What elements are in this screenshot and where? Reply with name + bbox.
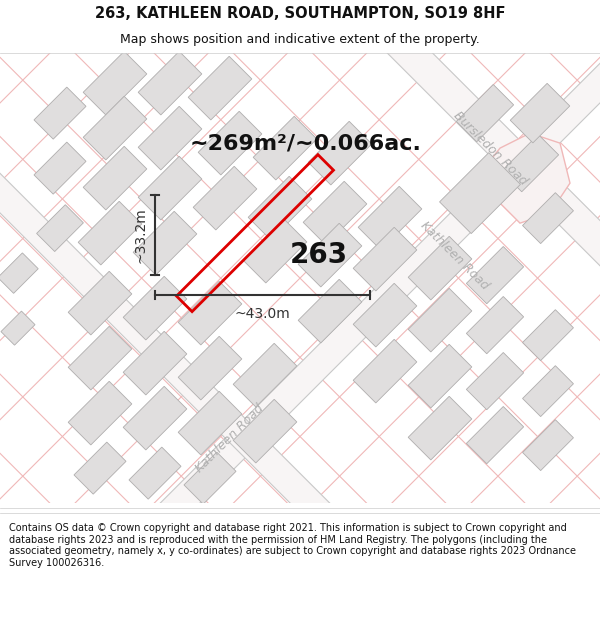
Polygon shape bbox=[358, 186, 422, 250]
Polygon shape bbox=[408, 288, 472, 352]
Polygon shape bbox=[68, 271, 132, 335]
Polygon shape bbox=[37, 205, 83, 251]
Polygon shape bbox=[308, 121, 372, 185]
Polygon shape bbox=[133, 211, 197, 275]
Polygon shape bbox=[138, 156, 202, 220]
Polygon shape bbox=[123, 386, 187, 450]
Polygon shape bbox=[466, 296, 524, 354]
Polygon shape bbox=[34, 87, 86, 139]
Polygon shape bbox=[440, 152, 520, 234]
Polygon shape bbox=[466, 406, 524, 464]
Polygon shape bbox=[123, 331, 187, 395]
Polygon shape bbox=[178, 391, 242, 455]
Polygon shape bbox=[233, 399, 297, 463]
Polygon shape bbox=[353, 228, 417, 291]
Text: Contains OS data © Crown copyright and database right 2021. This information is : Contains OS data © Crown copyright and d… bbox=[9, 523, 576, 568]
Text: ~269m²/~0.066ac.: ~269m²/~0.066ac. bbox=[190, 133, 422, 153]
Text: ~43.0m: ~43.0m bbox=[235, 307, 290, 321]
Polygon shape bbox=[74, 442, 126, 494]
Polygon shape bbox=[298, 279, 362, 343]
Polygon shape bbox=[523, 366, 574, 417]
Text: 263, KATHLEEN ROAD, SOUTHAMPTON, SO19 8HF: 263, KATHLEEN ROAD, SOUTHAMPTON, SO19 8H… bbox=[95, 6, 505, 21]
Polygon shape bbox=[83, 96, 147, 160]
Polygon shape bbox=[78, 201, 142, 265]
Polygon shape bbox=[198, 111, 262, 175]
Polygon shape bbox=[298, 223, 362, 287]
Polygon shape bbox=[83, 51, 147, 115]
Polygon shape bbox=[193, 166, 257, 230]
Polygon shape bbox=[184, 452, 236, 504]
Polygon shape bbox=[0, 253, 38, 293]
Polygon shape bbox=[248, 176, 312, 240]
Polygon shape bbox=[138, 106, 202, 170]
Polygon shape bbox=[502, 134, 559, 192]
Polygon shape bbox=[408, 344, 472, 408]
Polygon shape bbox=[353, 339, 417, 403]
Text: Bursledon Road: Bursledon Road bbox=[451, 109, 529, 188]
Polygon shape bbox=[523, 419, 574, 471]
Polygon shape bbox=[523, 192, 574, 244]
Text: 263: 263 bbox=[290, 241, 348, 269]
Polygon shape bbox=[480, 133, 570, 223]
Polygon shape bbox=[68, 381, 132, 445]
Polygon shape bbox=[303, 181, 367, 245]
Polygon shape bbox=[138, 51, 202, 115]
Text: ~33.2m: ~33.2m bbox=[133, 208, 147, 263]
Polygon shape bbox=[523, 309, 574, 361]
Polygon shape bbox=[34, 142, 86, 194]
Text: Kathleen Road: Kathleen Road bbox=[418, 219, 491, 292]
Text: Kathleen Road: Kathleen Road bbox=[193, 401, 266, 475]
Polygon shape bbox=[408, 396, 472, 460]
Polygon shape bbox=[188, 56, 252, 120]
Polygon shape bbox=[178, 336, 242, 400]
Polygon shape bbox=[83, 146, 147, 210]
Polygon shape bbox=[233, 343, 297, 407]
Text: Map shows position and indicative extent of the property.: Map shows position and indicative extent… bbox=[120, 33, 480, 46]
Polygon shape bbox=[408, 236, 472, 300]
Polygon shape bbox=[1, 311, 35, 345]
Polygon shape bbox=[457, 84, 514, 142]
Polygon shape bbox=[129, 447, 181, 499]
Polygon shape bbox=[353, 283, 417, 347]
Polygon shape bbox=[178, 281, 242, 345]
Polygon shape bbox=[466, 246, 524, 304]
Polygon shape bbox=[243, 219, 307, 283]
Polygon shape bbox=[253, 116, 317, 180]
Polygon shape bbox=[68, 326, 132, 390]
Polygon shape bbox=[510, 83, 570, 143]
Polygon shape bbox=[123, 276, 187, 340]
Polygon shape bbox=[466, 352, 524, 410]
